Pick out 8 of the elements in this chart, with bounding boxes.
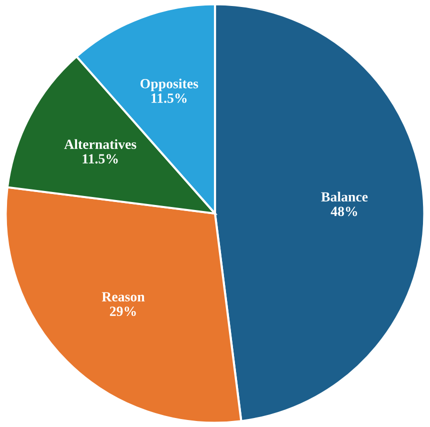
data-label: 48% [330,206,358,216]
slice-label: Balance [321,192,368,202]
data-label: 11.5% [152,93,187,103]
slice-label: Opposites [140,78,198,92]
slice-label: Alternatives [64,139,136,149]
slice-label: Reason [102,292,145,302]
data-label: 11.5% [82,154,118,164]
data-label: 29% [110,306,136,316]
